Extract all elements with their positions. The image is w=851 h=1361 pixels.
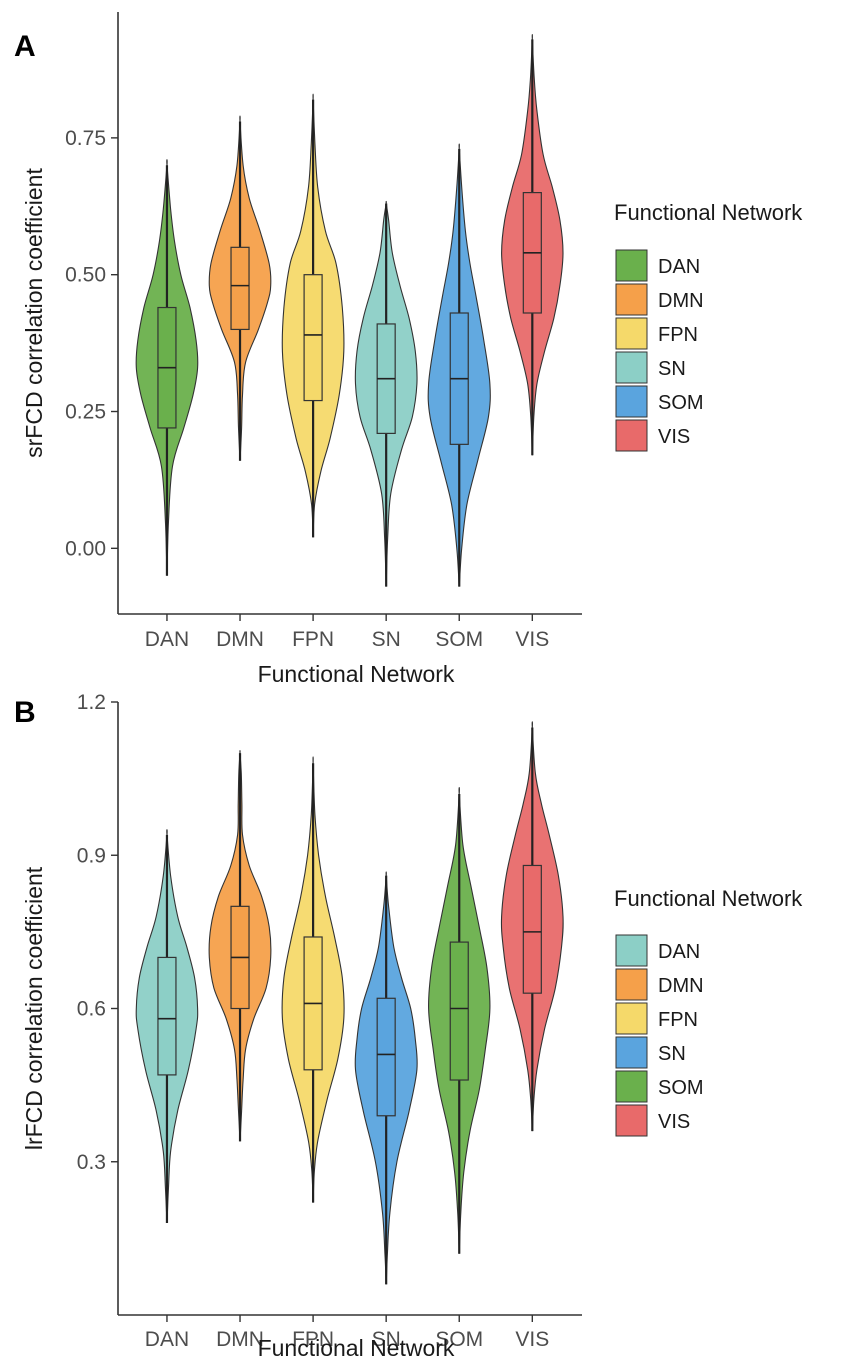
legend-entry-dmn: DMN <box>615 283 704 316</box>
x-tick-label: VIS <box>515 628 549 651</box>
y-tick-label: 1.2 <box>77 691 106 714</box>
legend-swatch <box>615 934 648 967</box>
y-tick-label: 0.9 <box>77 844 106 867</box>
legend-label: VIS <box>658 1111 690 1133</box>
legend: Functional Network DAN DMN FPN SN SOM VIS <box>614 886 803 1137</box>
legend-swatch <box>615 1002 648 1035</box>
x-tick-label: DMN <box>216 628 264 651</box>
legend-title: Functional Network <box>614 200 803 225</box>
chart-panel-b: B 0.3 0.6 0.9 1.2 lrFCD correlation coefficie… <box>14 691 803 1361</box>
violin-fpn <box>281 93 345 538</box>
legend-swatch <box>615 968 648 1001</box>
legend-label: FPN <box>658 324 698 346</box>
x-tick-label: SOM <box>435 628 483 651</box>
legend-entry-dmn: DMN <box>615 968 704 1001</box>
box <box>303 274 323 402</box>
legend-label: SN <box>658 1043 686 1065</box>
legend-entry-som: SOM <box>615 385 704 418</box>
y-tick-label: 0.6 <box>77 998 106 1021</box>
y-tick-label: 0.25 <box>65 401 106 424</box>
box <box>522 864 542 994</box>
legend-label: DAN <box>658 941 700 963</box>
panel-label: B <box>14 696 36 729</box>
legend-swatch <box>615 351 648 384</box>
violin-dmn <box>208 115 272 461</box>
box <box>157 956 177 1076</box>
y-axis-title: srFCD correlation coefficient <box>21 168 47 458</box>
legend-title: Functional Network <box>614 886 803 911</box>
legend-swatch <box>615 249 648 282</box>
violin-sn <box>354 200 418 587</box>
x-tick-label: SOM <box>435 1328 483 1351</box>
legend-label: DAN <box>658 256 700 278</box>
violin-som <box>428 786 491 1254</box>
violin-dan <box>135 829 199 1224</box>
legend: Functional Network DAN DMN FPN SN SOM VIS <box>614 200 803 452</box>
y-tick-label: 0.3 <box>77 1151 106 1174</box>
violin-vis <box>500 721 564 1132</box>
violin-dan <box>135 159 199 576</box>
legend-swatch <box>615 1036 648 1069</box>
legend-swatch <box>615 317 648 350</box>
legend-swatch <box>615 1070 648 1103</box>
legend-label: SOM <box>658 392 704 414</box>
y-tick-label: 0.50 <box>65 264 106 287</box>
x-tick-label: SN <box>372 628 401 651</box>
legend-label: FPN <box>658 1009 698 1031</box>
legend-entry-dan: DAN <box>615 249 700 282</box>
x-tick-label: FPN <box>292 1328 334 1351</box>
violin-vis <box>501 34 564 456</box>
legend-entry-vis: VIS <box>615 1104 690 1137</box>
x-tick-label: SN <box>372 1328 401 1351</box>
y-tick-label: 0.00 <box>65 537 106 560</box>
x-tick-label: FPN <box>292 628 334 651</box>
legend-label: DMN <box>658 290 704 312</box>
violin-dmn <box>208 750 272 1142</box>
chart-panel-a: A 0.00 0.25 0.50 0.75 srFCD correlation coeff… <box>14 12 803 687</box>
box <box>230 246 250 331</box>
legend-entry-dan: DAN <box>615 934 700 967</box>
legend-entry-fpn: FPN <box>615 1002 698 1035</box>
violin-som <box>427 143 491 587</box>
legend-entry-vis: VIS <box>615 419 690 452</box>
x-tick-label: DMN <box>216 1328 264 1351</box>
legend-label: DMN <box>658 975 704 997</box>
violin-sn <box>354 871 418 1285</box>
x-axis-title: Functional Network <box>258 661 455 687</box>
legend-swatch <box>615 1104 648 1137</box>
legend-swatch <box>615 283 648 316</box>
legend-label: SOM <box>658 1077 704 1099</box>
legend-entry-som: SOM <box>615 1070 704 1103</box>
x-axis-title: Functional Network <box>258 1335 455 1361</box>
x-tick-label: DAN <box>145 628 189 651</box>
y-axis-title: lrFCD correlation coefficient <box>21 866 47 1150</box>
x-tick-label: DAN <box>145 1328 189 1351</box>
panel-label: A <box>14 30 36 63</box>
legend-swatch <box>615 419 648 452</box>
legend-entry-fpn: FPN <box>615 317 698 350</box>
legend-entry-sn: SN <box>615 351 686 384</box>
box <box>376 997 396 1117</box>
x-tick-label: VIS <box>515 1328 549 1351</box>
box <box>449 941 469 1081</box>
legend-entry-sn: SN <box>615 1036 686 1069</box>
legend-label: VIS <box>658 426 690 448</box>
legend-label: SN <box>658 358 686 380</box>
legend-swatch <box>615 385 648 418</box>
y-tick-label: 0.75 <box>65 127 106 150</box>
violin-fpn <box>281 756 345 1203</box>
